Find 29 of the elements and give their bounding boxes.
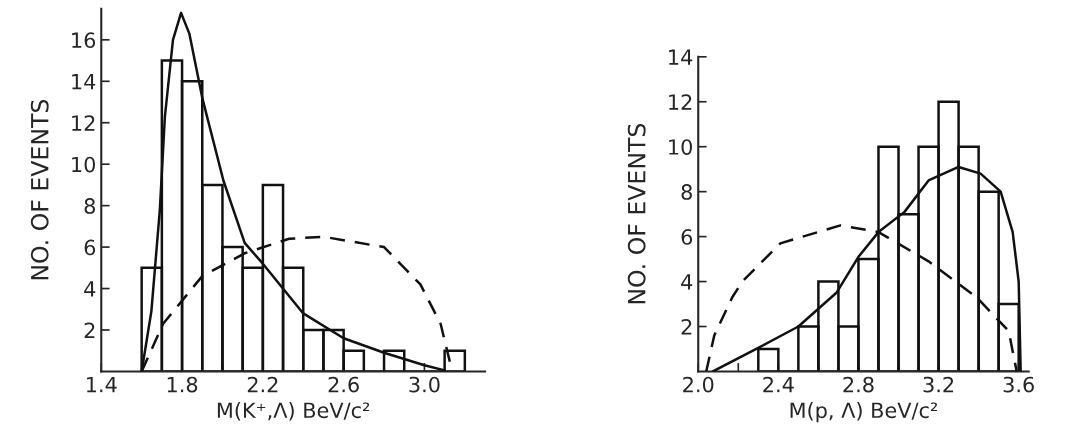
x-tick-label: 2.0 xyxy=(683,376,714,393)
y-tick-label: 6 xyxy=(681,229,693,245)
y-tick-label: 6 xyxy=(84,239,96,256)
y-tick-label: 4 xyxy=(681,274,693,290)
x-tick-label: 3.0 xyxy=(409,376,440,393)
y-tick-label: 10 xyxy=(72,156,96,173)
x-tick-label: 2.6 xyxy=(328,376,359,393)
y-tick-label: 8 xyxy=(681,184,692,200)
y-tick-label: 2 xyxy=(681,318,692,335)
y-tick-label: 10 xyxy=(669,139,692,155)
x-tick-label: 1.8 xyxy=(167,376,198,393)
y-tick-label: 16 xyxy=(72,32,96,49)
x-axis-title: M(K⁺,Λ) BeV/c² xyxy=(217,402,370,421)
y-axis-title: NO. OF EVENTS xyxy=(627,123,646,304)
x-tick-label: 3.2 xyxy=(923,376,954,393)
x-tick-label: 2.8 xyxy=(843,376,874,393)
y-tick-label: 12 xyxy=(669,94,692,110)
x-tick-label: 3.6 xyxy=(1003,376,1034,393)
y-tick-label: 2 xyxy=(84,322,95,338)
y-tick-label: 8 xyxy=(84,198,95,214)
x-tick-label: 1.4 xyxy=(86,376,117,393)
y-tick-label: 14 xyxy=(72,74,96,90)
x-tick-label: 2.2 xyxy=(247,376,278,393)
x-axis-title: M(p, Λ) BeV/c² xyxy=(790,402,938,423)
y-tick-label: 14 xyxy=(669,49,693,65)
y-axis-title: NO. OF EVENTS xyxy=(30,99,49,280)
y-tick-label: 12 xyxy=(72,115,95,131)
x-tick-label: 2.4 xyxy=(763,376,794,393)
y-tick-label: 4 xyxy=(84,281,96,297)
